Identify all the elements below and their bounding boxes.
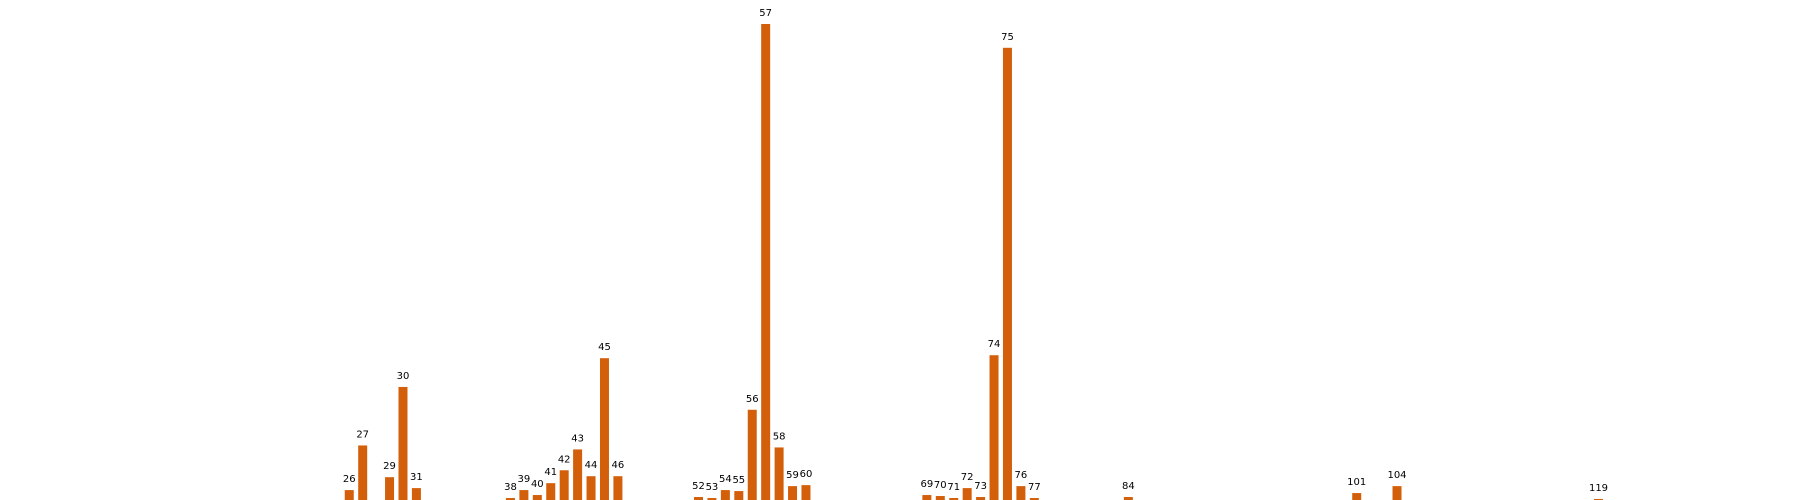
bar-label-38: 38	[504, 482, 517, 493]
bar-label-77: 77	[1028, 482, 1041, 493]
bar-56	[747, 409, 757, 500]
bar-55	[734, 491, 744, 500]
bar-label-84: 84	[1122, 481, 1135, 492]
bar-label-60: 60	[800, 469, 813, 480]
bar-71	[949, 498, 959, 500]
bar-29	[385, 477, 395, 500]
bar-38	[505, 498, 515, 500]
bar-76	[1016, 486, 1026, 500]
bar-53	[707, 498, 717, 500]
bar-label-70: 70	[934, 480, 947, 491]
bar-label-45: 45	[598, 342, 611, 353]
bar-label-101: 101	[1347, 477, 1366, 488]
bar-label-73: 73	[974, 481, 987, 492]
bar-label-40: 40	[531, 479, 544, 490]
bar-101	[1352, 493, 1362, 500]
bar-label-71: 71	[947, 482, 960, 493]
bar-104	[1392, 486, 1402, 500]
bar-label-119: 119	[1589, 483, 1608, 494]
bar-label-58: 58	[773, 431, 786, 442]
bar-58	[774, 447, 784, 500]
bar-label-74: 74	[988, 339, 1001, 350]
bar-label-52: 52	[692, 481, 705, 492]
bar-label-26: 26	[343, 474, 356, 485]
bar-label-31: 31	[410, 472, 423, 483]
bar-45	[599, 358, 609, 500]
bar-label-30: 30	[397, 371, 410, 382]
bar-42	[559, 470, 569, 500]
bar-label-55: 55	[732, 475, 745, 486]
bar-70	[935, 496, 945, 500]
bar-40	[532, 495, 542, 500]
bar-44	[586, 476, 596, 500]
bar-54	[720, 490, 730, 500]
bar-30	[398, 386, 408, 500]
bar-label-42: 42	[558, 454, 571, 465]
bar-label-43: 43	[571, 433, 584, 444]
bar-69	[922, 495, 932, 500]
bar-label-54: 54	[719, 474, 732, 485]
bar-label-29: 29	[383, 461, 396, 472]
bars-layer	[344, 24, 1604, 500]
bar-73	[976, 497, 986, 500]
bar-60	[801, 485, 811, 500]
bar-label-69: 69	[921, 479, 934, 490]
bar-41	[546, 483, 556, 500]
bar-label-75: 75	[1001, 32, 1014, 43]
bar-39	[519, 490, 529, 500]
bar-43	[573, 449, 583, 500]
bar-77	[1029, 498, 1039, 500]
bar-label-59: 59	[786, 470, 799, 481]
bar-label-72: 72	[961, 472, 974, 483]
bar-27	[358, 445, 368, 500]
bar-26	[344, 490, 354, 500]
bar-label-76: 76	[1015, 470, 1028, 481]
bar-52	[694, 497, 704, 500]
bar-label-41: 41	[544, 467, 557, 478]
bar-label-104: 104	[1387, 470, 1406, 481]
bar-label-46: 46	[612, 460, 625, 471]
bar-72	[962, 488, 972, 500]
bar-label-44: 44	[585, 460, 598, 471]
bar-label-27: 27	[356, 429, 369, 440]
bar-57	[761, 24, 771, 500]
bar-46	[613, 476, 623, 500]
bar-label-53: 53	[706, 482, 719, 493]
bar-59	[788, 486, 798, 500]
bar-label-39: 39	[518, 474, 531, 485]
bar-84	[1123, 497, 1133, 500]
bar-label-57: 57	[759, 8, 772, 19]
bar-75	[1002, 47, 1012, 500]
bar-31	[411, 488, 421, 500]
bar-74	[989, 355, 999, 500]
bar-label-56: 56	[746, 394, 759, 405]
